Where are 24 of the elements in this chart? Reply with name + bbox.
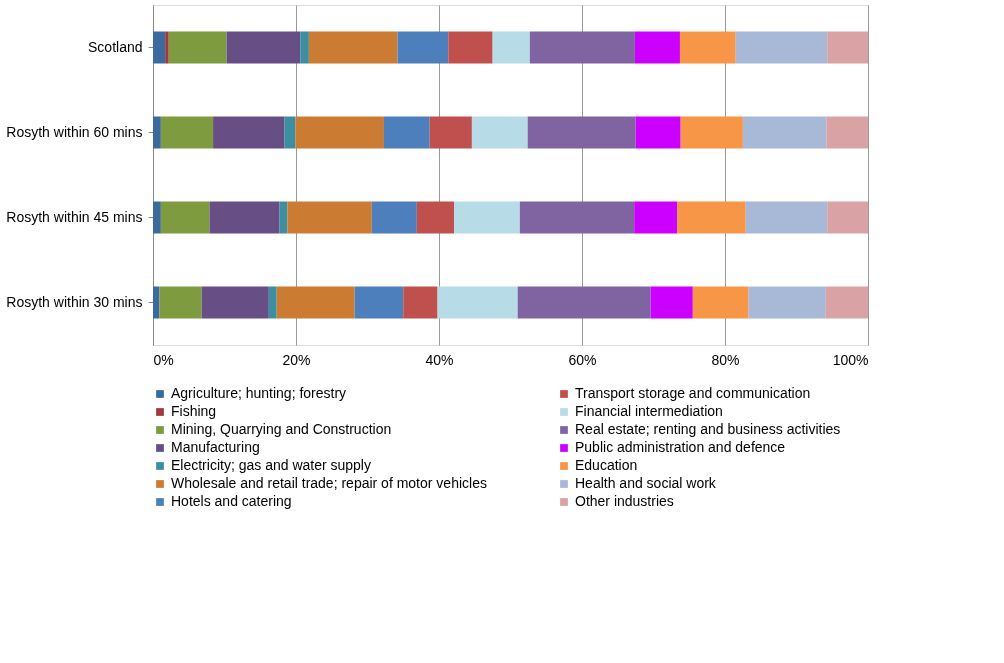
legend-label: Agriculture; hunting; forestry [171,385,347,401]
legend-label: Wholesale and retail trade; repair of motor vehicles [171,475,487,491]
legend-label: Financial intermediation [575,403,723,419]
x-tick-label: 0% [153,351,174,368]
x-tick-label: 80% [711,351,740,368]
legend-label: Real estate; renting and business activities [575,421,841,437]
legend-label: Electricity; gas and water supply [171,457,371,473]
legend-label: Manufacturing [171,439,260,455]
x-tick-label: 20% [282,351,311,368]
y-tick-label: Rosyth within 45 mins [6,208,143,225]
legend-label: Mining, Quarrying and Construction [171,421,392,437]
legend-label: Health and social work [575,475,717,491]
y-tick-label: Scotland [88,38,143,55]
y-tick-label: Rosyth within 30 mins [6,293,143,310]
legend-label: Other industries [575,493,674,509]
legend-label: Hotels and catering [171,493,292,509]
y-tick-label: Rosyth within 60 mins [6,123,143,140]
legend-label: Public administration and defence [575,439,786,455]
x-tick-label: 100% [832,351,869,368]
legend-label: Transport storage and communication [575,385,811,401]
x-tick-label: 60% [568,351,597,368]
x-tick-label: 40% [425,351,454,368]
legend-label: Fishing [171,403,217,419]
legend-label: Education [575,457,638,473]
